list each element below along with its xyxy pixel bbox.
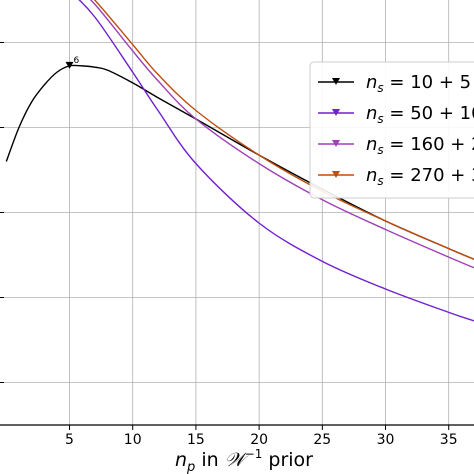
legend-marker-3 <box>332 171 340 178</box>
x-label-sup: −1 <box>245 447 263 461</box>
x-tick-label-2: 15 <box>187 432 205 448</box>
x-label-sub: p <box>186 460 195 474</box>
x-tick-label-6: 35 <box>440 432 458 448</box>
legend-label-3: ns = 270 + 30 <box>366 165 474 188</box>
legend-label-2: ns = 160 + 20 <box>366 134 474 157</box>
series-line-2 <box>89 0 474 269</box>
legend-marker-2 <box>332 140 340 147</box>
x-label-var: n <box>175 449 187 471</box>
x-label-tail: prior <box>262 449 313 471</box>
series-line-3 <box>93 0 474 260</box>
x-tick-label-3: 20 <box>250 432 268 448</box>
x-tick-label-0: 5 <box>65 432 74 448</box>
legend: ns = 10 + 5 ns = 50 + 10 ns = 160 + 20 ns =… <box>309 61 474 199</box>
x-axis-label: np in 𝒲−1 prior <box>175 447 313 474</box>
legend-label-1: ns = 50 + 10 <box>366 103 474 126</box>
x-tick-label-5: 30 <box>377 432 395 448</box>
legend-label-0: ns = 10 + 5 <box>366 72 471 95</box>
legend-frame <box>309 61 474 199</box>
x-tick-label-1: 10 <box>124 432 142 448</box>
x-tick-label-4: 25 <box>313 432 331 448</box>
x-label-script: 𝒲 <box>225 449 249 471</box>
series-line-1 <box>78 0 474 322</box>
series-marker-0 <box>65 61 74 69</box>
series-line-0 <box>5 64 474 260</box>
x-label-mid: in <box>195 449 224 471</box>
marker-annotation-0: 6 <box>74 56 80 66</box>
series-layer: 6443 <box>5 0 474 322</box>
legend-marker-1 <box>332 109 340 116</box>
x-ticks: 5 10 15 20 25 30 35 <box>65 425 458 448</box>
legend-marker-0 <box>332 78 340 85</box>
y-ticks <box>0 42 4 383</box>
